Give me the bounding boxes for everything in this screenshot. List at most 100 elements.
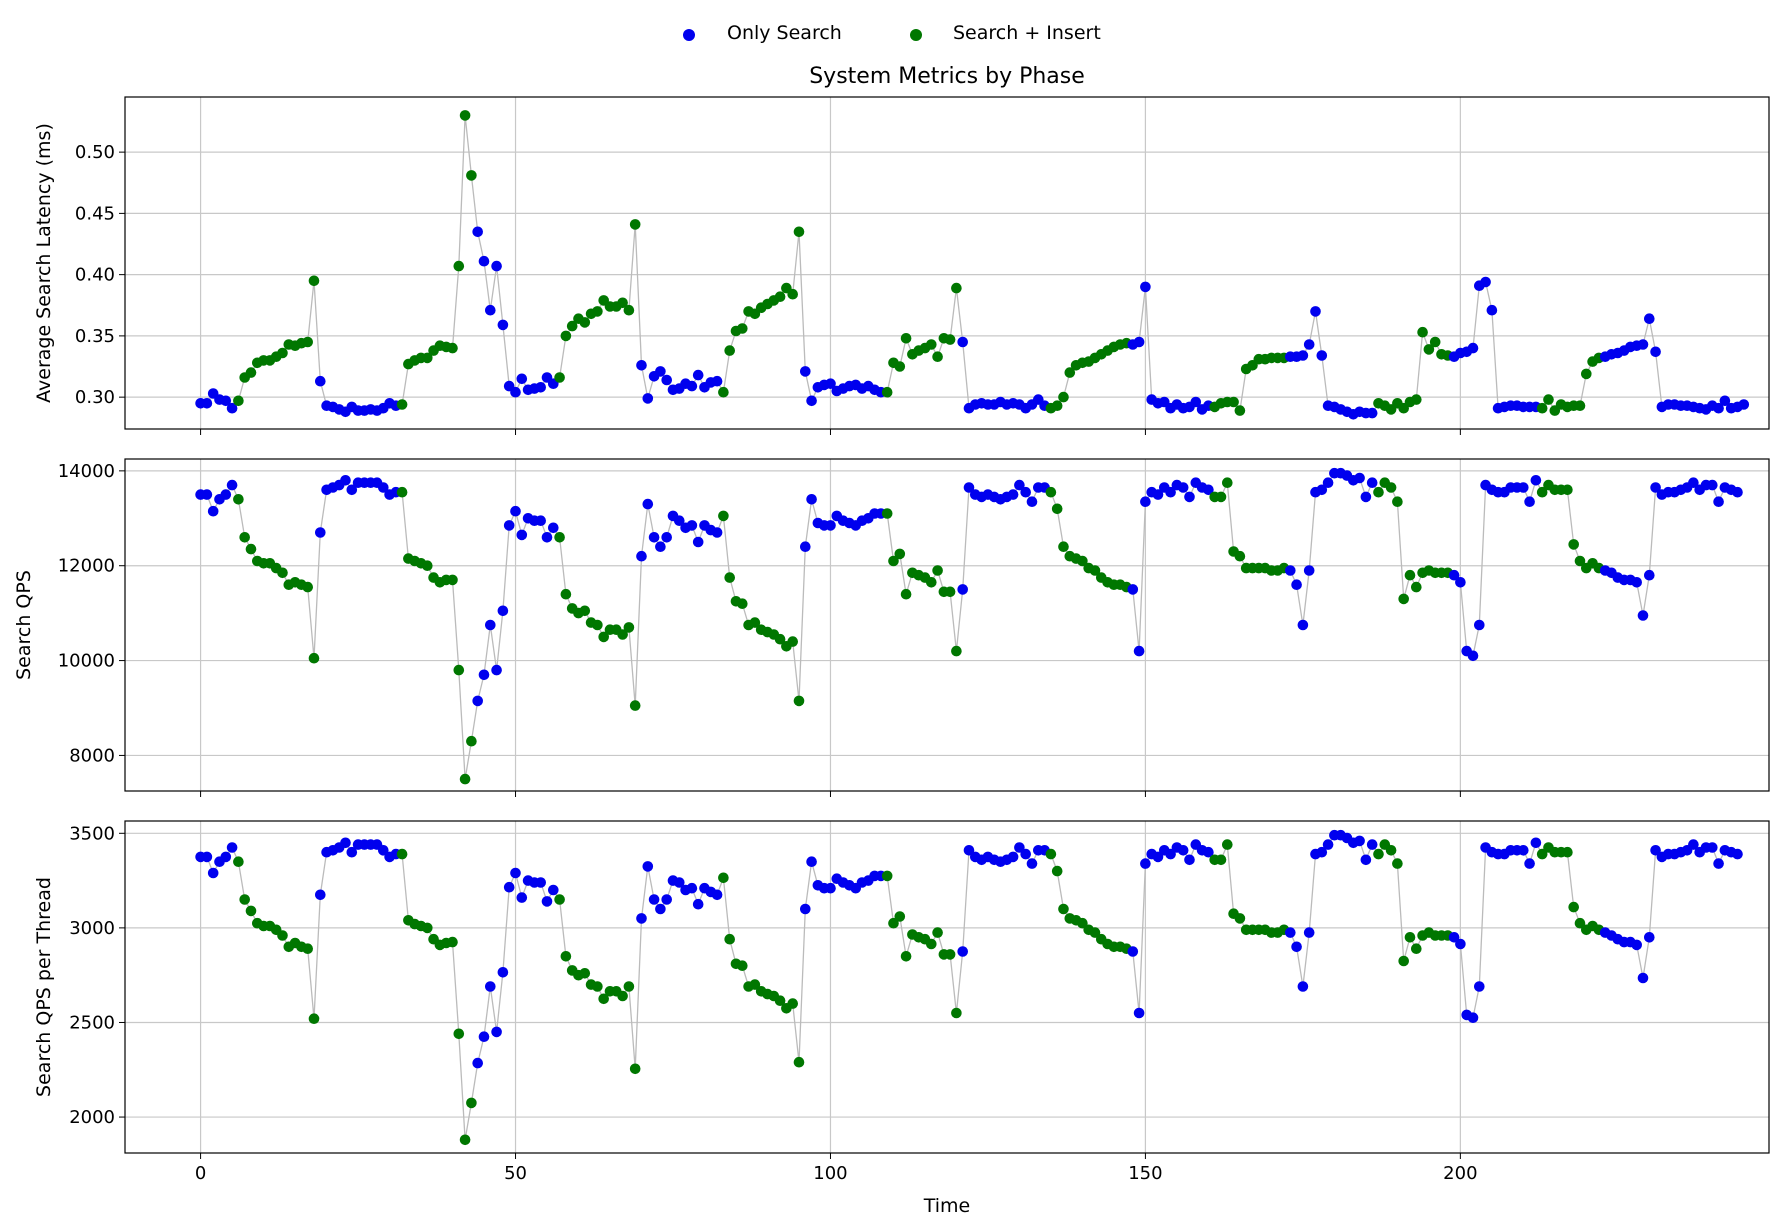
point-search-insert: [1574, 555, 1586, 567]
point-search-insert: [277, 930, 288, 941]
series-line: [200, 834, 1738, 1140]
axes-frame: [124, 458, 1770, 792]
point-search-insert: [951, 282, 962, 294]
point-only-search: [825, 520, 836, 531]
point-search-insert: [1398, 593, 1409, 605]
point-only-search: [510, 505, 521, 517]
point-only-search: [485, 304, 496, 316]
point-only-search: [1467, 1012, 1479, 1023]
point-only-search: [220, 395, 232, 407]
point-only-search: [207, 505, 219, 517]
point-only-search: [497, 605, 509, 617]
point-search-insert: [396, 486, 408, 498]
panel-1: 0.30 0.35 0.40 0.45 0.50 Average Search Laten…: [33, 96, 1770, 435]
point-only-search: [642, 498, 654, 510]
y-tick-label: 14000: [58, 461, 115, 482]
point-search-insert: [1385, 845, 1397, 856]
point-search-insert: [459, 110, 471, 121]
point-only-search: [201, 851, 213, 863]
point-only-search: [963, 482, 975, 493]
point-search-insert: [888, 917, 899, 929]
point-only-search: [1719, 395, 1731, 407]
point-search-insert: [1222, 839, 1233, 850]
series-line: [200, 115, 1745, 415]
point-search-insert: [1234, 550, 1246, 562]
point-only-search: [1303, 339, 1315, 350]
x-tick-label: 150: [1128, 1163, 1162, 1184]
point-only-search: [541, 532, 553, 543]
point-only-search: [1448, 569, 1460, 581]
point-only-search: [1140, 858, 1151, 869]
point-only-search: [201, 489, 213, 500]
point-search-insert: [623, 981, 635, 992]
point-search-insert: [1417, 326, 1428, 338]
point-only-search: [378, 482, 389, 493]
point-search-insert: [245, 905, 257, 917]
point-only-search: [1713, 402, 1724, 414]
point-search-insert: [1536, 402, 1548, 414]
point-only-search: [711, 375, 723, 387]
legend: Only Search Search + Insert: [683, 22, 1101, 44]
point-only-search: [1291, 941, 1302, 953]
point-only-search: [226, 402, 238, 414]
point-search-insert: [1581, 368, 1592, 380]
point-search-insert: [1411, 943, 1422, 954]
point-only-search: [1366, 477, 1378, 489]
point-only-search: [1366, 407, 1378, 419]
point-only-search: [1165, 848, 1176, 860]
point-only-search: [478, 1031, 490, 1042]
point-search-insert: [793, 226, 805, 238]
point-only-search: [806, 494, 817, 505]
point-only-search: [472, 226, 484, 238]
point-search-insert: [453, 664, 465, 676]
point-search-insert: [239, 532, 250, 543]
point-only-search: [1140, 496, 1151, 508]
point-search-insert: [724, 933, 735, 945]
y-tick-label: 0.40: [75, 265, 115, 286]
point-search-insert: [787, 998, 798, 1009]
y-tick-label: 3500: [69, 823, 115, 844]
point-only-search: [346, 484, 358, 496]
point-search-insert: [579, 968, 591, 979]
point-only-search: [692, 369, 704, 381]
point-search-insert: [629, 700, 641, 711]
point-search-insert: [793, 695, 805, 707]
point-only-search: [220, 489, 232, 500]
point-only-search: [1688, 477, 1699, 489]
point-search-insert: [1089, 565, 1101, 576]
point-only-search: [1707, 479, 1718, 491]
point-search-insert: [623, 622, 635, 633]
y-tick-label: 0.45: [75, 203, 115, 224]
point-search-insert: [245, 367, 257, 378]
point-only-search: [1631, 939, 1642, 951]
y-axis-label: Average Search Latency (ms): [33, 123, 55, 403]
point-only-search: [226, 842, 238, 853]
point-search-insert: [774, 995, 786, 1006]
point-search-insert: [560, 588, 572, 600]
point-search-insert: [447, 574, 458, 586]
point-search-insert: [1392, 496, 1403, 508]
point-only-search: [1184, 854, 1195, 866]
point-search-insert: [466, 170, 477, 181]
point-only-search: [478, 255, 490, 267]
point-only-search: [686, 380, 698, 392]
point-search-insert: [592, 306, 603, 317]
point-only-search: [963, 845, 975, 856]
point-only-search: [1467, 342, 1479, 354]
point-search-insert: [554, 894, 565, 905]
point-search-insert: [1234, 405, 1246, 416]
point-only-search: [340, 837, 351, 849]
point-search-insert: [881, 508, 893, 519]
point-only-search: [1637, 610, 1649, 621]
point-search-insert: [900, 333, 912, 344]
point-only-search: [1020, 486, 1031, 498]
point-only-search: [1524, 858, 1535, 869]
point-search-insert: [1574, 400, 1586, 412]
point-only-search: [535, 382, 546, 393]
point-search-insert: [1215, 491, 1227, 503]
point-search-insert: [1562, 846, 1573, 858]
point-only-search: [497, 967, 509, 978]
point-only-search: [1014, 479, 1025, 491]
point-search-insert: [894, 361, 906, 372]
